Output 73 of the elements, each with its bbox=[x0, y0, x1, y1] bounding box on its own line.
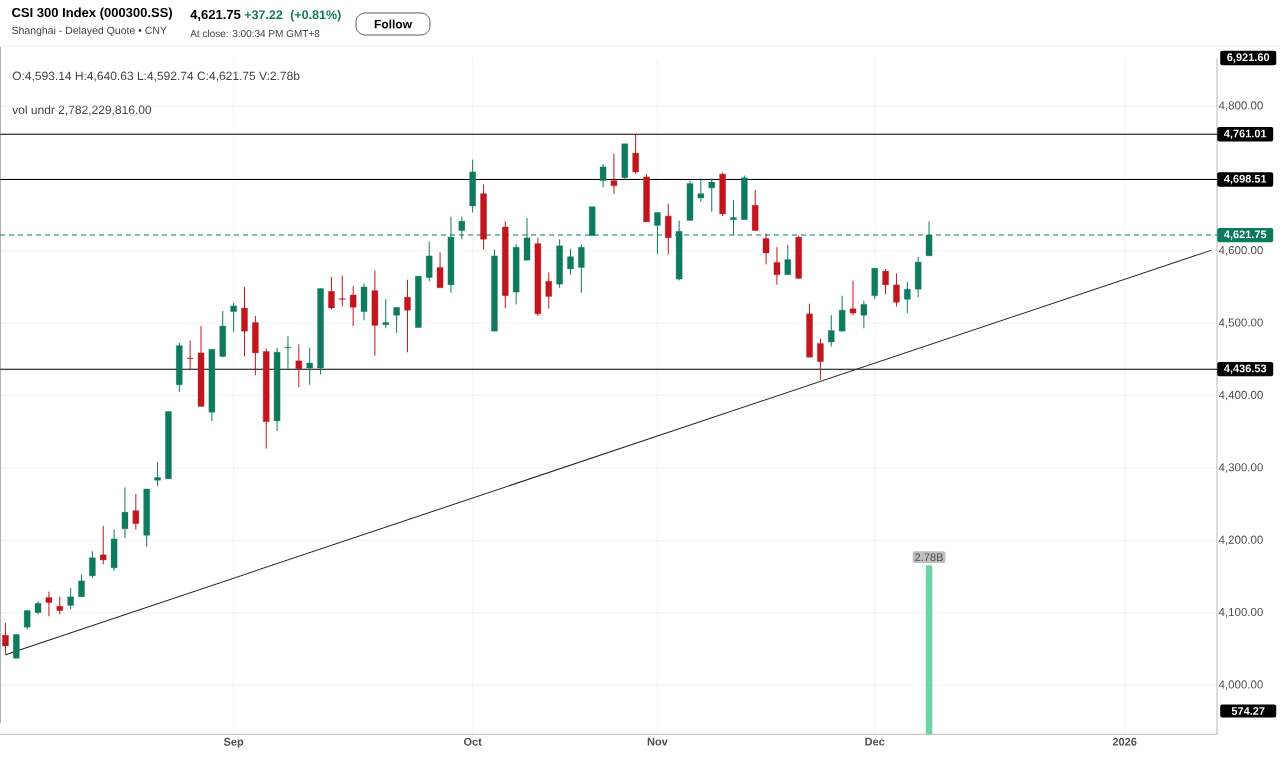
candlestick bbox=[132, 493, 140, 530]
x-tick-label: 2026 bbox=[1112, 737, 1137, 746]
annotation: vol undr 2,782,229,816.00 bbox=[12, 105, 152, 116]
candlestick bbox=[860, 300, 868, 329]
x-tick-label: Sep bbox=[223, 737, 244, 748]
candlestick bbox=[154, 461, 161, 487]
candlestick bbox=[284, 335, 292, 370]
candlestick bbox=[893, 272, 900, 308]
candlestick bbox=[436, 251, 444, 289]
candlestick bbox=[89, 550, 96, 579]
y-tick-label: 4,300.00 bbox=[1218, 463, 1263, 473]
text: +37.22 bbox=[244, 10, 283, 20]
ref-line-label: 4,621.75 bbox=[1223, 230, 1267, 240]
x-tick-label: Oct bbox=[463, 737, 482, 746]
text: At close: 3:00:34 PM GMT+8 bbox=[190, 29, 320, 38]
y-tick-label: 4,500.00 bbox=[1218, 318, 1263, 328]
candlestick bbox=[349, 285, 357, 327]
candlestick bbox=[599, 163, 607, 188]
candlestick bbox=[882, 268, 889, 295]
text: (+0.81%) bbox=[290, 9, 341, 22]
data-label: 2.78B bbox=[915, 553, 943, 562]
candlestick bbox=[339, 274, 346, 308]
text: 6,921.60 bbox=[1227, 53, 1270, 63]
candlestick bbox=[838, 295, 846, 332]
candlestick bbox=[567, 248, 574, 276]
candlestick bbox=[121, 487, 129, 539]
candlestick bbox=[762, 232, 770, 266]
chart-title: CSI 300 Index (000300.SS) bbox=[12, 7, 173, 20]
candlestick bbox=[828, 314, 835, 347]
candlestick bbox=[100, 525, 107, 565]
candlestick bbox=[784, 244, 791, 276]
x-tick-label: Dec bbox=[865, 737, 885, 746]
y-tick-label: 4,400.00 bbox=[1218, 390, 1263, 401]
candlestick bbox=[393, 306, 400, 334]
candlestick bbox=[295, 343, 303, 388]
candlestick bbox=[632, 133, 639, 175]
candlestick bbox=[45, 591, 53, 617]
candlestick bbox=[697, 177, 705, 203]
candlestick bbox=[328, 276, 335, 310]
candlestick bbox=[306, 347, 313, 386]
x-tick-label: Nov bbox=[647, 737, 668, 746]
candlestick bbox=[426, 240, 433, 282]
text: Follow bbox=[374, 19, 413, 29]
y-tick-label: 4,600.00 bbox=[1218, 246, 1263, 256]
candlestick bbox=[610, 153, 618, 195]
ref-line-label: 4,698.51 bbox=[1223, 174, 1267, 185]
chart-subtitle: Shanghai - Delayed Quote • CNY bbox=[12, 26, 167, 37]
candlestick bbox=[773, 246, 781, 286]
annotation: O:4,593.14 H:4,640.63 L:4,592.74 C:4,621.75 V:2.78b bbox=[12, 71, 300, 82]
y-tick-label: 4,000.00 bbox=[1218, 680, 1263, 690]
candlestick bbox=[817, 337, 824, 381]
ref-line-label: 4,761.01 bbox=[1223, 129, 1267, 140]
candlestick bbox=[241, 286, 248, 358]
candlestick bbox=[404, 279, 411, 353]
candlestick bbox=[665, 203, 672, 255]
candlestick bbox=[578, 243, 585, 294]
candlestick bbox=[67, 587, 74, 610]
y-tick-label: 4,800.00 bbox=[1218, 101, 1263, 111]
text: 574.27 bbox=[1231, 707, 1265, 715]
candlestick bbox=[78, 573, 85, 598]
candlestick bbox=[13, 633, 20, 659]
candlestick bbox=[545, 272, 552, 310]
y-tick-label: 4,100.00 bbox=[1218, 607, 1263, 618]
y-tick-label: 4,200.00 bbox=[1218, 535, 1263, 546]
candlestick bbox=[904, 281, 911, 314]
candlestick bbox=[382, 298, 389, 329]
text: 4,621.75 bbox=[190, 9, 241, 21]
candlestick bbox=[849, 280, 857, 316]
candlestick bbox=[230, 302, 237, 333]
candlestick bbox=[2, 622, 9, 656]
candlestick bbox=[186, 340, 194, 371]
candlestick bbox=[708, 177, 715, 213]
ref-line-label: 4,436.53 bbox=[1223, 364, 1267, 374]
